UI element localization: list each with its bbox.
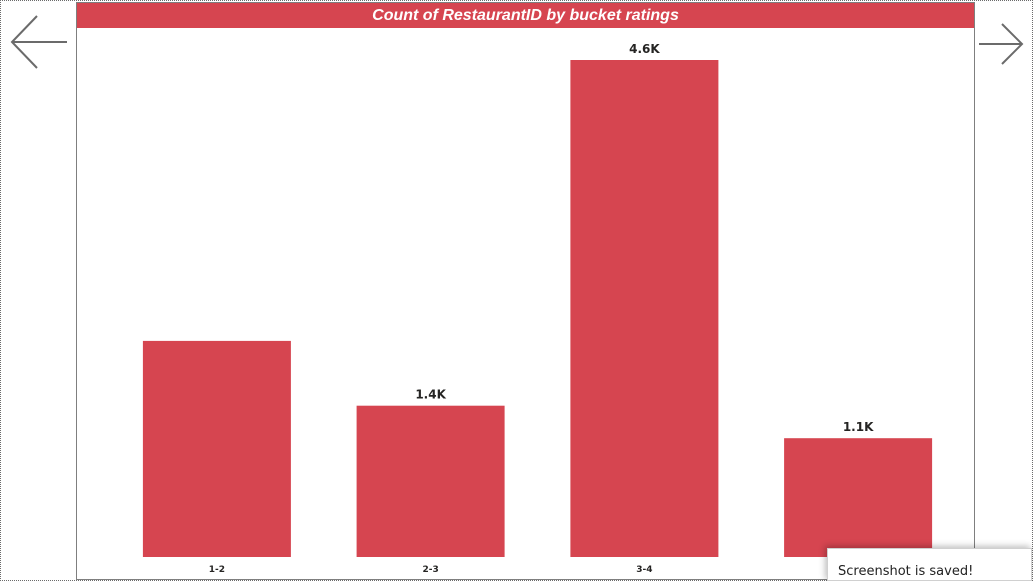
bar-4-5[interactable] xyxy=(784,438,933,557)
data-label-3-4: 4.6K xyxy=(629,42,660,56)
data-label-2-3: 1.4K xyxy=(415,388,446,402)
x-tick-label-1-2: 1-2 xyxy=(209,565,225,575)
x-tick-label-3-4: 3-4 xyxy=(636,565,652,575)
previous-page-button[interactable] xyxy=(9,13,71,75)
bar-3-4[interactable] xyxy=(570,60,719,557)
bar-1-2[interactable] xyxy=(142,340,291,557)
chart-title: Count of RestaurantID by bucket ratings xyxy=(77,3,974,28)
screenshot-saved-toast: Screenshot is saved! xyxy=(827,548,1032,581)
arrow-left-icon xyxy=(10,15,67,69)
arrow-right-icon xyxy=(979,23,1024,65)
bar-2-3[interactable] xyxy=(356,405,505,557)
data-label-4-5: 1.1K xyxy=(843,420,874,434)
x-tick-label-2-3: 2-3 xyxy=(422,565,438,575)
next-page-button[interactable] xyxy=(976,19,1028,71)
bar-chart-visual[interactable]: Count of RestaurantID by bucket ratings … xyxy=(76,2,975,580)
chart-plot-area: 1-21.4K2-34.6K3-41.1K4-5 xyxy=(142,42,933,575)
